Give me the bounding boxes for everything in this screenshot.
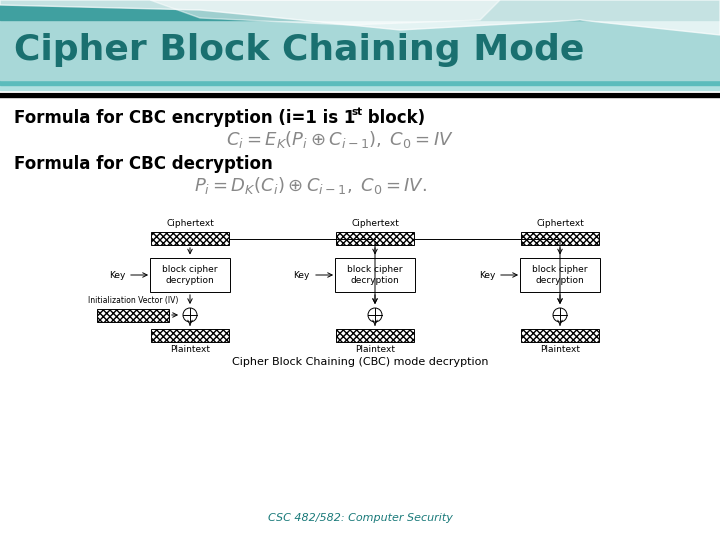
Bar [97, 308, 169, 321]
Text: CSC 482/582: Computer Security: CSC 482/582: Computer Security [268, 513, 452, 523]
Bar [0, 97, 720, 540]
Bar [335, 258, 415, 292]
Bar [336, 232, 414, 245]
Text: st: st [352, 107, 363, 117]
Text: Key: Key [109, 271, 125, 280]
Text: block): block) [362, 109, 425, 127]
Text: Formula for CBC encryption (i=1 is 1: Formula for CBC encryption (i=1 is 1 [14, 109, 356, 127]
Text: block cipher
decryption: block cipher decryption [347, 265, 402, 285]
Text: $P_i = D_K(C_i) \oplus C_{i-1},\; C_0 = IV.$: $P_i = D_K(C_i) \oplus C_{i-1},\; C_0 = … [194, 176, 426, 197]
Text: block cipher
decryption: block cipher decryption [162, 265, 217, 285]
Polygon shape [0, 0, 720, 35]
Circle shape [553, 308, 567, 322]
Bar [336, 329, 414, 342]
Bar [521, 232, 599, 245]
Text: Cipher Block Chaining Mode: Cipher Block Chaining Mode [14, 33, 585, 67]
Text: Plaintext: Plaintext [355, 345, 395, 354]
Circle shape [183, 308, 197, 322]
Text: Cipher Block Chaining (CBC) mode decryption: Cipher Block Chaining (CBC) mode decrypt… [232, 357, 488, 367]
Bar [151, 232, 229, 245]
Bar [0, 0, 720, 20]
Polygon shape [150, 0, 500, 25]
Text: Ciphertext: Ciphertext [166, 219, 214, 228]
Text: Plaintext: Plaintext [170, 345, 210, 354]
Bar [0, 0, 720, 85]
Bar [151, 329, 229, 342]
Text: Formula for CBC decryption: Formula for CBC decryption [14, 155, 273, 173]
Text: Key: Key [294, 271, 310, 280]
Text: Ciphertext: Ciphertext [536, 219, 584, 228]
Text: $C_i = E_K(P_i \oplus C_{i-1}),\; C_0 = IV$: $C_i = E_K(P_i \oplus C_{i-1}),\; C_0 = … [226, 130, 454, 151]
Bar [520, 258, 600, 292]
Polygon shape [0, 0, 720, 80]
Text: Plaintext: Plaintext [540, 345, 580, 354]
Bar [150, 258, 230, 292]
Text: block cipher
decryption: block cipher decryption [532, 265, 588, 285]
Bar [521, 329, 599, 342]
Text: Key: Key [479, 271, 495, 280]
Bar [0, 0, 720, 90]
Circle shape [368, 308, 382, 322]
Text: Ciphertext: Ciphertext [351, 219, 399, 228]
Text: Initialization Vector (IV): Initialization Vector (IV) [88, 295, 178, 305]
